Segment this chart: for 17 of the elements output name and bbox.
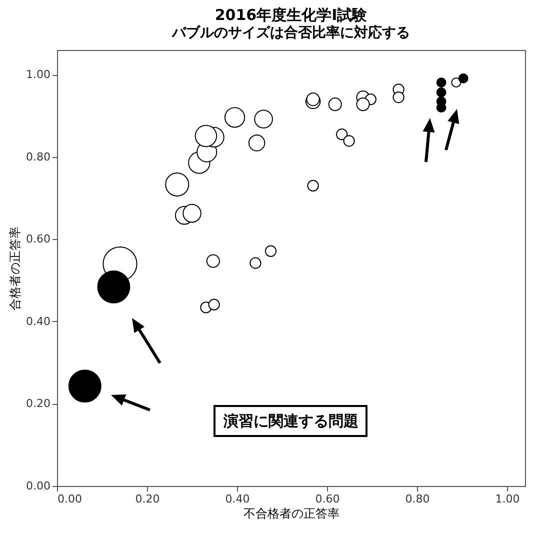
x-tick-label: 0.80 [405,492,430,506]
y-tick-label: 0.80 [26,150,50,164]
y-tick-label: 1.00 [26,68,50,82]
chart-subtitle: バブルのサイズは合否比率に対応する [171,24,410,41]
x-tick-label: 1.00 [495,492,520,506]
chart-title: 2016年度生化学I試験 [214,6,368,24]
y-tick-label: 0.40 [26,314,50,328]
x-tick-label: 0.40 [225,492,250,506]
y-axis-title: 合格者の正答率 [8,226,22,310]
x-tick-label: 0.20 [135,492,160,506]
x-axis-title: 不合格者の正答率 [244,506,340,520]
x-tick-label: 0.60 [315,492,340,506]
y-tick-label: 0.00 [26,480,50,492]
x-tick-label: 0.00 [58,492,82,506]
y-tick-label: 0.20 [26,397,50,410]
y-tick-label: 0.60 [26,232,50,246]
annotation: 演習に関連する問題 [222,412,358,430]
